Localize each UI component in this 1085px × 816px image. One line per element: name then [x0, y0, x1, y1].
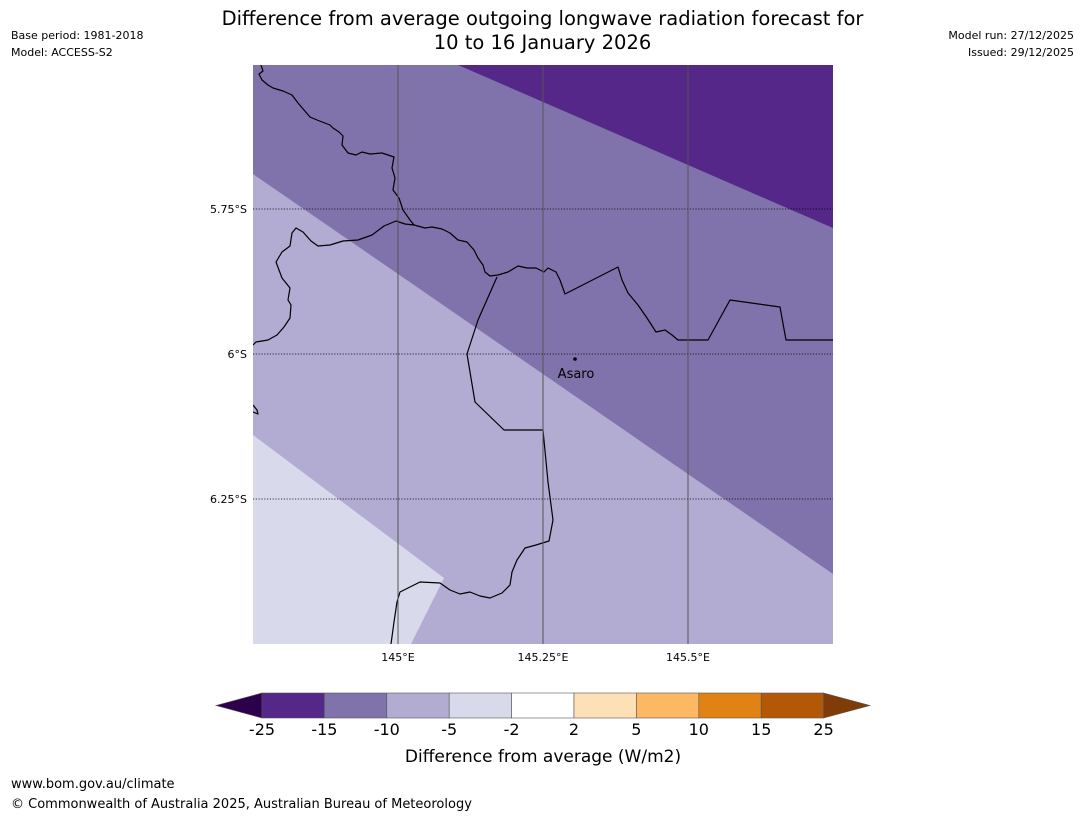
- latitude-labels: 5.75°S 6°S 6.25°S: [210, 203, 247, 506]
- colorbar-tick-label: -15: [311, 720, 337, 739]
- colorbar-tick-label: 25: [813, 720, 833, 739]
- colorbar-tick-label: -2: [504, 720, 520, 739]
- colorbar-title: Difference from average (W/m2): [405, 747, 681, 767]
- latitude-label: 6°S: [228, 348, 247, 361]
- colorbar-tick-label: -10: [374, 720, 400, 739]
- colorbar-tick-label: -5: [441, 720, 457, 739]
- title-line-2: 10 to 16 January 2026: [433, 31, 652, 54]
- coastline-borders: [253, 65, 833, 644]
- longitude-label: 145.5°E: [666, 651, 710, 664]
- issued-date: Issued: 29/12/2025: [967, 46, 1074, 59]
- latitude-label: 5.75°S: [210, 203, 247, 216]
- colorbar-swatch: [698, 692, 762, 719]
- colorbar-extend-high: [823, 692, 872, 719]
- graticule: [253, 65, 833, 644]
- base-period: Base period: 1981-2018: [11, 29, 144, 42]
- colorbar-swatch: [386, 692, 450, 719]
- colorbar-tick-label: 5: [631, 720, 641, 739]
- border-line: [390, 276, 554, 644]
- colorbar-swatch: [760, 692, 824, 719]
- longitude-label: 145.25°E: [518, 651, 569, 664]
- band-minus2-to-minus5: [253, 435, 444, 644]
- colorbar-swatch: [324, 692, 388, 719]
- north-coast-east: [413, 224, 833, 341]
- colorbar-swatch: [573, 692, 637, 719]
- colorbar-swatch: [448, 692, 512, 719]
- longitude-label: 145°E: [381, 651, 414, 664]
- longitude-labels: 145°E 145.25°E 145.5°E: [381, 651, 710, 664]
- colorbar-swatch: [261, 692, 325, 719]
- coastline-north: [253, 65, 415, 346]
- colorbar-tick-label: 2: [569, 720, 579, 739]
- band-minus15-to-minus25: [458, 65, 833, 228]
- model-run: Model run: 27/12/2025: [948, 29, 1074, 42]
- place-label-asaro: Asaro: [558, 367, 595, 382]
- coast-fragment: [253, 404, 259, 415]
- meta-right: Model run: 27/12/2025 Issued: 29/12/2025: [948, 27, 1074, 61]
- footer-copyright: © Commonwealth of Australia 2025, Austra…: [11, 797, 472, 812]
- colorbar-swatch: [511, 692, 575, 719]
- footer: www.bom.gov.au/climate © Commonwealth of…: [11, 775, 472, 815]
- colorbar-swatch: [636, 692, 700, 719]
- model-name: Model: ACCESS-S2: [11, 46, 113, 59]
- title-line-1: Difference from average outgoing longwav…: [221, 7, 864, 30]
- latitude-label: 6.25°S: [210, 493, 247, 506]
- colorbar-tick-label: 10: [689, 720, 709, 739]
- footer-url[interactable]: www.bom.gov.au/climate: [11, 777, 175, 792]
- asaro-marker: [573, 357, 577, 361]
- colorbar-tick-label: 15: [751, 720, 771, 739]
- colorbar-extend-low: [214, 692, 263, 719]
- colorbar-tick-label: -25: [249, 720, 275, 739]
- meta-left: Base period: 1981-2018 Model: ACCESS-S2: [11, 27, 143, 61]
- map-title: Difference from average outgoing longwav…: [0, 7, 1085, 55]
